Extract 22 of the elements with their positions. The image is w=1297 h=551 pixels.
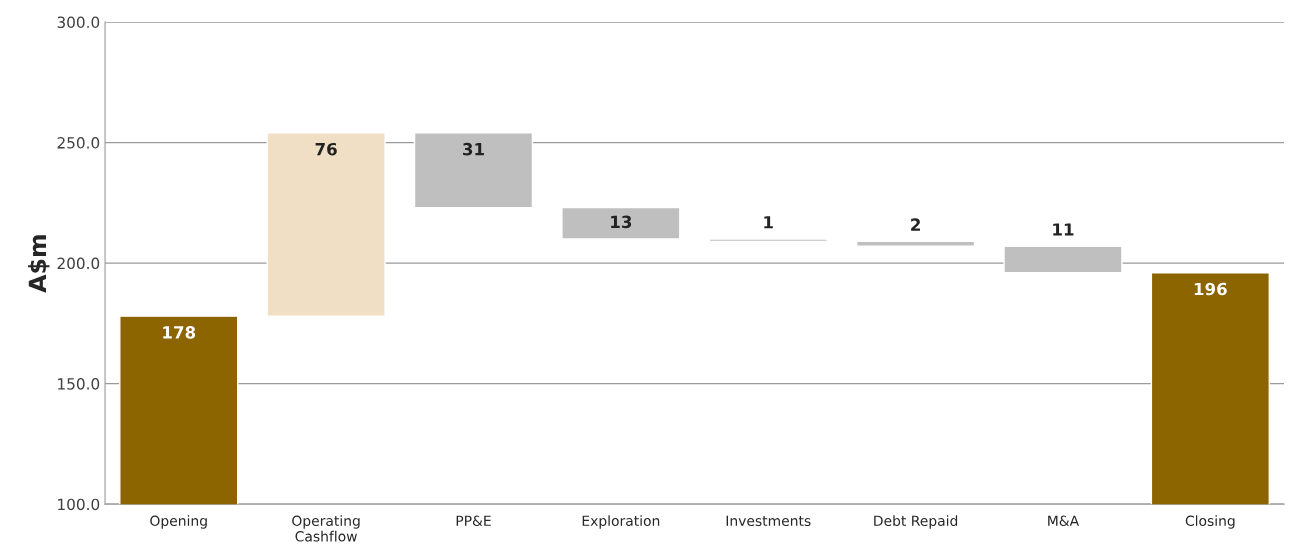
data-label: 76 <box>315 142 337 156</box>
x-tick-label: Investments <box>726 515 811 527</box>
x-tick-label: Closing <box>1185 515 1235 529</box>
x-tick-label: Exploration <box>582 515 660 529</box>
x-tick-label: PP&E <box>456 515 491 527</box>
data-label: 11 <box>1053 223 1074 236</box>
x-tick-label: Debt Repaid <box>874 515 958 529</box>
x-tick-label: Operating Cashflow <box>292 515 360 542</box>
y-tick-label: 250.0 <box>57 137 100 149</box>
y-tick-label: 100.0 <box>58 498 100 511</box>
data-label: 31 <box>463 142 484 156</box>
y-tick-label: 200.0 <box>57 257 100 270</box>
data-label: 13 <box>611 215 632 229</box>
x-tick-label: M&A <box>1048 515 1080 527</box>
y-tick-label: 150.0 <box>58 378 100 390</box>
x-tick-label: Opening <box>150 515 207 529</box>
data-label: 1 <box>764 216 773 229</box>
y-axis-title: A$m <box>28 235 50 293</box>
data-label: 2 <box>911 218 920 231</box>
y-tick-label: 300.0 <box>57 16 100 29</box>
data-label: 196 <box>1194 282 1227 296</box>
data-label: 178 <box>163 326 196 339</box>
